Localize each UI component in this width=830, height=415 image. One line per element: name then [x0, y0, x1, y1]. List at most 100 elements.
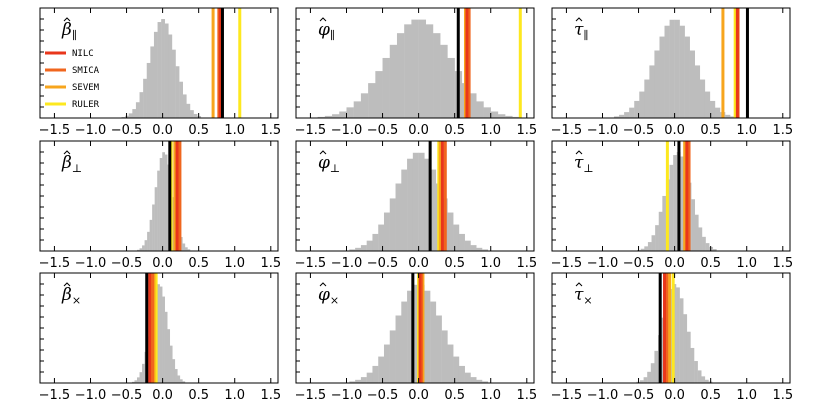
histogram-bar [424, 158, 431, 251]
hat-accent [575, 282, 583, 287]
histogram-bar [171, 49, 176, 118]
hat-accent [63, 150, 71, 155]
x-tick-label: 1.5 [516, 388, 537, 403]
x-tick-label: −1.0 [587, 123, 619, 138]
histogram-bar [679, 25, 685, 118]
histogram-bar [490, 111, 499, 118]
histogram-bar [684, 36, 690, 118]
histogram-bar [644, 246, 649, 251]
x-tick-label: 0.5 [188, 256, 209, 271]
legend-label: SMICA [72, 66, 100, 76]
panel-title-symbol: β [61, 153, 72, 173]
panel-beta-perp: −1.5 −1.0 −0.5 0.0 0.5 1.0 1.5 β⊥ [39, 140, 281, 271]
histogram-bar [159, 286, 163, 383]
histogram-bar [411, 19, 419, 118]
histogram-bar [674, 19, 680, 118]
histogram-bar [395, 183, 402, 251]
histogram-bar [378, 224, 385, 251]
histogram-bar [639, 91, 645, 118]
legend-label: NILC [72, 49, 94, 59]
histogram-bar [407, 158, 414, 251]
histogram-bar [476, 379, 483, 383]
histogram-bar [418, 19, 427, 118]
panel-tau-cross: −1.5 −1.0 −0.5 0.0 0.5 1.0 1.5 τ× [551, 272, 793, 403]
panel-title-subscript: ⊥ [72, 162, 82, 175]
histogram-bar [164, 154, 168, 251]
histogram-bar [424, 290, 431, 383]
histogram-bar [186, 103, 191, 118]
histogram-bar [372, 365, 379, 383]
histogram-bar [317, 116, 326, 118]
panel-title-subscript: ∥ [72, 29, 77, 42]
hat-accent [575, 17, 583, 22]
histogram-bar [476, 247, 483, 251]
histogram-bar [143, 78, 147, 118]
panel-title-subscript: × [330, 294, 339, 307]
histogram-bar [142, 245, 145, 251]
x-tick-label: −1.0 [587, 256, 619, 271]
histogram-bar [482, 249, 489, 251]
histogram-bar [159, 158, 163, 251]
histogram-bar [407, 290, 414, 383]
x-tick-label: 1.5 [516, 123, 537, 138]
histogram-bar [430, 169, 437, 251]
histogram-bar [349, 249, 356, 251]
panel-beta-par: −1.5 −1.0 −0.5 0.0 0.5 1.0 1.5 β∥ [39, 7, 281, 138]
histogram-bar [366, 240, 373, 251]
histogram-bar [353, 101, 362, 118]
x-tick-label: 1.0 [224, 123, 245, 138]
x-tick-label: 0.5 [188, 123, 209, 138]
hat-accent [319, 282, 327, 287]
x-tick-label: 0.0 [408, 388, 429, 403]
histogram-bar [435, 315, 442, 383]
histogram-bar [698, 227, 703, 251]
histogram-bar [139, 92, 144, 118]
panel-title-symbol: β [61, 285, 72, 305]
x-tick-label: 0.0 [152, 256, 173, 271]
histogram-bar [430, 301, 437, 383]
histogram-bar [453, 224, 460, 251]
histogram-bar [360, 245, 367, 251]
x-tick-label: 1.5 [772, 123, 793, 138]
histogram-bar [505, 115, 513, 118]
panel-title-symbol: τ [574, 285, 584, 305]
histogram-bar [669, 164, 674, 251]
panel-title-subscript: ∥ [330, 29, 335, 42]
histogram [614, 19, 736, 118]
histogram-bar [182, 94, 187, 118]
histogram-bar [372, 233, 379, 251]
panel-title-subscript: ⊥ [583, 162, 593, 175]
histogram-bar [121, 116, 126, 118]
histogram-bar [482, 381, 489, 383]
histogram-bar [161, 19, 165, 118]
histogram-bar [458, 233, 465, 251]
x-tick-label: 0.5 [444, 123, 465, 138]
legend-label: RULER [72, 100, 100, 110]
panel-title-symbol: φ [318, 153, 330, 173]
histogram-bar [464, 372, 471, 383]
histogram-bar [147, 231, 150, 251]
x-tick-label: 1.5 [260, 123, 281, 138]
histogram-bar [346, 107, 354, 118]
histogram-bar [150, 46, 155, 118]
x-tick-label: −1.5 [295, 123, 327, 138]
histogram-bar [355, 379, 362, 383]
histogram-bar [401, 169, 408, 251]
histogram-bar [139, 248, 143, 251]
histogram-bar [360, 93, 369, 118]
histogram-bar [162, 152, 165, 251]
histogram-bar [382, 57, 390, 118]
histogram-bar [651, 235, 656, 251]
histogram-bar [149, 219, 153, 251]
x-tick-label: 0.0 [152, 388, 173, 403]
histogram-bar [152, 204, 155, 251]
x-tick-label: 1.5 [772, 256, 793, 271]
x-tick-label: 1.5 [260, 256, 281, 271]
histogram-bar [453, 356, 460, 383]
histogram-bar [360, 377, 367, 383]
histogram-bar [137, 377, 140, 383]
histogram-bar [704, 91, 711, 118]
histogram-bar [389, 330, 396, 383]
x-tick-label: 1.5 [516, 256, 537, 271]
